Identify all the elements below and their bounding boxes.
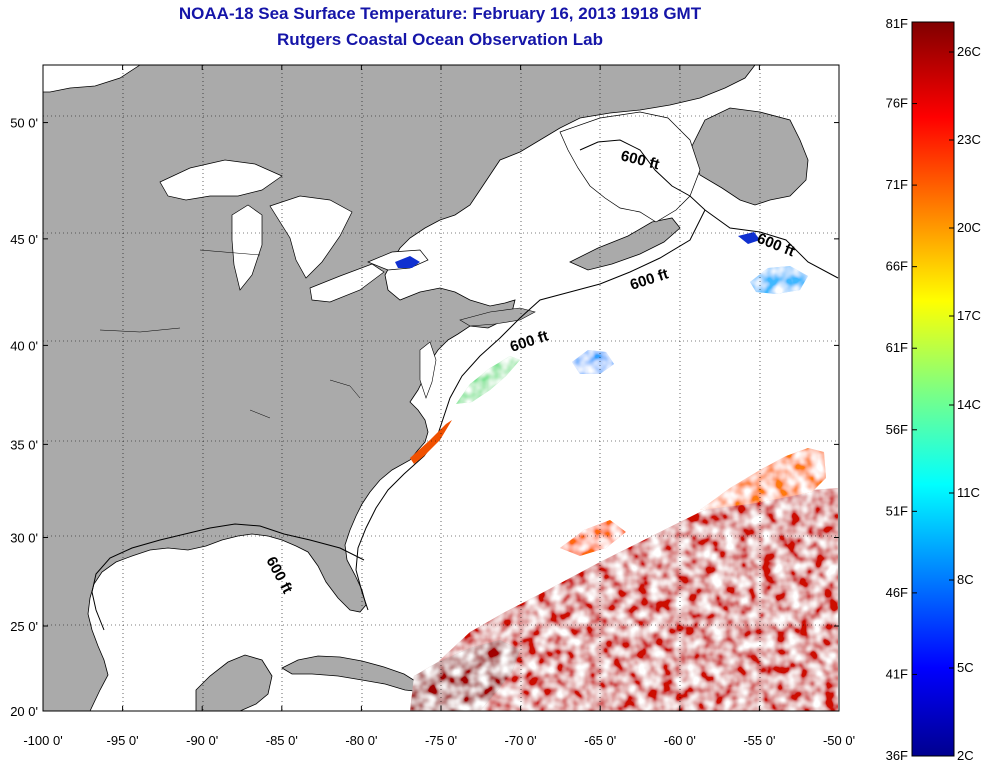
- sst-cyan-patch: [572, 350, 614, 374]
- x-tick-label: -60 0': [664, 733, 696, 748]
- great-lakes: [159, 159, 429, 303]
- y-tick-label: 30 0': [10, 530, 38, 545]
- y-tick-label: 50 0': [10, 116, 38, 131]
- hudson-bay-edge: [43, 65, 141, 93]
- colorbar-celsius-labels: 26C 23C 20C 17C 14C 11C 8C 5C 2C: [949, 44, 981, 763]
- chesapeake-bay: [419, 341, 437, 399]
- colorbar-f-label: 41F: [886, 666, 908, 681]
- colorbar-f-label: 46F: [886, 585, 908, 600]
- sst-gulfstream-filament: [410, 420, 452, 464]
- x-tick-label: -65 0': [584, 733, 616, 748]
- colorbar-c-label: 5C: [957, 660, 974, 675]
- colorbar-f-label: 71F: [886, 177, 908, 192]
- x-tick-label: -80 0': [345, 733, 377, 748]
- yucatan-land: [195, 654, 273, 711]
- colorbar: [911, 21, 955, 757]
- y-tick-label: 45 0': [10, 232, 38, 247]
- x-tick-label: -90 0': [186, 733, 218, 748]
- boundaries: [99, 249, 361, 419]
- sst-grandbanks-patch: [750, 266, 808, 294]
- colorbar-fahrenheit-labels: 81F 76F 71F 66F 61F 56F 51F 46F 41F 36F: [886, 16, 917, 763]
- colorbar-c-label: 14C: [957, 397, 981, 412]
- sst-blue-speck-lakes: [395, 256, 420, 268]
- sst-green-patch: [456, 356, 520, 404]
- gulf-st-lawrence: [559, 111, 701, 223]
- colorbar-c-label: 11C: [957, 485, 980, 500]
- colorbar-c-label: 2C: [957, 748, 974, 763]
- nova-scotia-land: [569, 217, 681, 271]
- x-tick-label: -100 0': [23, 733, 62, 748]
- sst-warm-swath: [420, 488, 838, 711]
- colorbar-c-label: 20C: [957, 220, 981, 235]
- north-america-land: [43, 65, 756, 711]
- y-tick-label: 35 0': [10, 437, 38, 452]
- y-tick-label: 25 0': [10, 619, 38, 634]
- x-tick-label: -75 0': [425, 733, 457, 748]
- colorbar-f-label: 61F: [886, 340, 908, 355]
- colorbar-f-label: 76F: [886, 96, 908, 111]
- colorbar-c-label: 8C: [957, 572, 974, 587]
- y-tick-label: 20 0': [10, 704, 38, 719]
- gridlines: [43, 65, 839, 711]
- sst-hot-core: [410, 640, 520, 711]
- colorbar-f-label: 56F: [886, 422, 908, 437]
- colorbar-f-label: 66F: [886, 259, 908, 274]
- newfoundland-land: [689, 107, 809, 206]
- x-tick-label: -55 0': [743, 733, 775, 748]
- sst-orange-west: [560, 520, 626, 556]
- map-title: NOAA-18 Sea Surface Temperature: Februar…: [178, 4, 702, 23]
- long-island-land: [459, 307, 536, 327]
- colorbar-f-label: 36F: [886, 748, 908, 763]
- x-tick-label: -95 0': [107, 733, 139, 748]
- contour-600ft: [91, 139, 839, 631]
- y-tick-label: 40 0': [10, 338, 38, 353]
- x-tick-label: -85 0': [266, 733, 298, 748]
- colorbar-c-label: 23C: [957, 132, 981, 147]
- sst-orange-band: [700, 448, 826, 510]
- x-tick-label: -70 0': [505, 733, 537, 748]
- x-tick-label: -50 0': [823, 733, 855, 748]
- sst-blue-speck-ns: [738, 232, 760, 244]
- y-axis: 20 0' 25 0' 30 0' 35 0' 40 0' 45 0' 50 0': [10, 116, 839, 719]
- colorbar-c-label: 17C: [957, 308, 981, 323]
- map-subtitle: Rutgers Coastal Ocean Observation Lab: [277, 30, 603, 49]
- x-axis: -100 0' -95 0' -90 0' -85 0' -80 0' -75 0' -70…: [23, 65, 855, 748]
- colorbar-f-label: 81F: [886, 16, 908, 31]
- colorbar-f-label: 51F: [886, 503, 908, 518]
- colorbar-c-label: 26C: [957, 44, 981, 59]
